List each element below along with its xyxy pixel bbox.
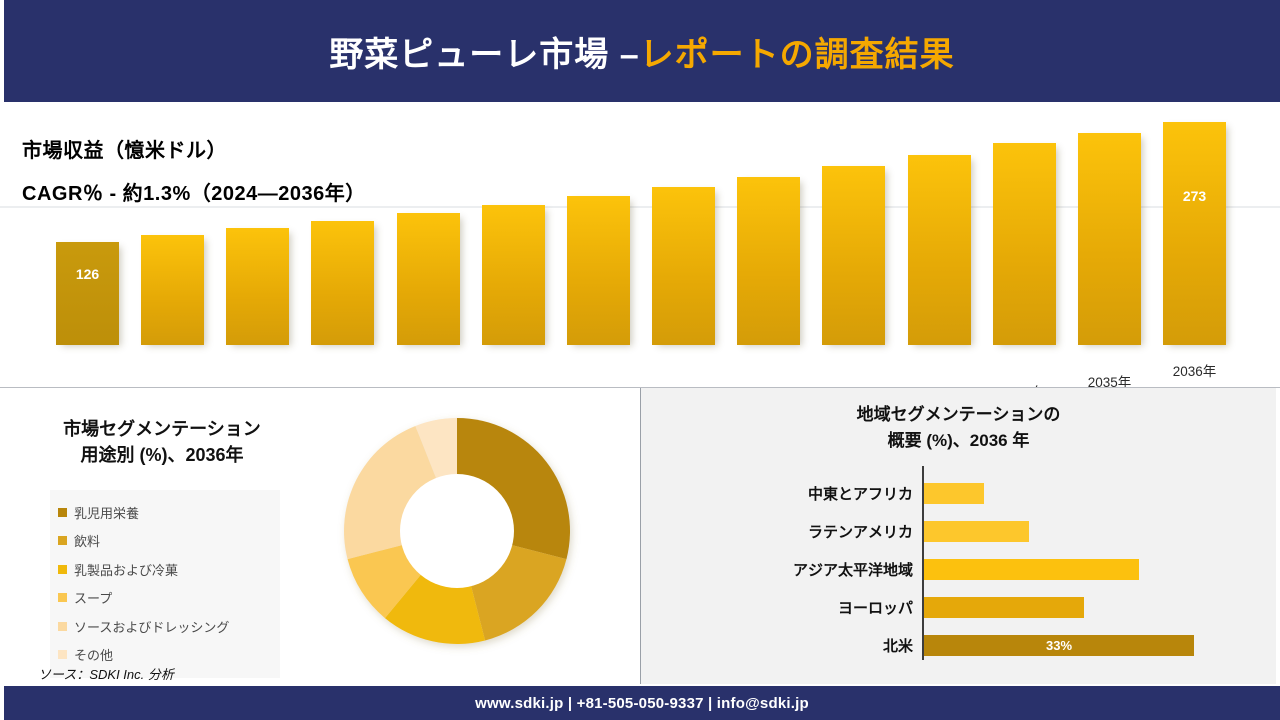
revenue-bar [311,221,374,345]
segmentation-title-line1: 市場セグメンテーション [63,419,261,439]
revenue-bar-column: 2034年 [993,143,1056,400]
legend-item[interactable]: 乳児用栄養 [58,498,274,527]
regional-row: ラテンアメリカ [641,512,1276,550]
donut-hole [400,474,514,588]
legend-swatch-icon [58,593,67,603]
legend-item[interactable]: 飲料 [58,527,274,556]
header-underline [0,206,1280,208]
regional-title-line1: 地域セグメンテーションの [856,405,1061,424]
regional-bars-plot: 中東とアフリカ ラテンアメリカアジア太平洋地域ヨーロッパ北米 33% [641,466,1276,666]
page-title-accent: レポートの調査結果 [639,35,955,74]
legend-swatch-icon [58,536,67,546]
revenue-bar [737,177,800,345]
regional-row-label: 北米 [882,637,913,655]
revenue-bar [652,187,715,345]
revenue-bar-label: 2035年 [1087,375,1132,390]
revenue-bar [567,196,630,345]
legend-item[interactable]: 乳製品および冷菓 [58,555,274,584]
regional-row-label: ラテンアメリカ [807,523,913,541]
segmentation-title: 市場セグメンテーション 用途別 (%)、2036年 [22,416,302,468]
revenue-bar-value: 273 [1182,188,1207,204]
legend-swatch-icon [58,507,67,517]
regional-bar-value: 33% [1045,637,1073,653]
revenue-bar [908,155,971,345]
segmentation-panel: 市場セグメンテーション 用途別 (%)、2036年 乳児用栄養飲料乳製品および冷… [4,388,640,684]
revenue-bar-column: 2029年 [567,196,630,453]
legend-item[interactable]: その他 [58,641,274,670]
revenue-bar-value: 126 [75,266,100,282]
revenue-bar-column: 2031年 [737,177,800,434]
regional-row: アジア太平洋地域 [641,550,1276,588]
revenue-bar-column: 2025年 [226,228,289,485]
revenue-bar-column: 2027年 [397,213,460,470]
legend-swatch-icon [58,621,67,631]
revenue-bar-column: 2024年 [141,235,204,492]
donut-chart [332,406,582,656]
legend-item-label: その他 [74,648,114,664]
legend-item-label: 飲料 [74,534,101,550]
segmentation-legend: 乳児用栄養飲料乳製品および冷菓 スープソースおよびドレッシング その他 [50,490,280,678]
revenue-bar-column: 2028年 [482,205,545,462]
donut-svg [344,418,570,645]
revenue-bar [1078,133,1141,345]
regional-title: 地域セグメンテーションの 概要 (%)、2036 年 [641,402,1276,453]
revenue-bar [822,166,885,345]
footer-contact: www.sdki.jp | +81-505-050-9337 | info@sd… [475,694,809,712]
legend-item-label: ソースおよびドレッシング [74,619,230,635]
segmentation-title-line2: 用途別 (%)、2036年 [80,445,244,466]
revenue-bar-column: 273 2036年 [1163,122,1226,379]
regional-title-line2: 概要 (%)、2036 年 [887,430,1030,450]
revenue-bar [226,228,289,345]
legend-item[interactable]: ソースおよびドレッシング [58,612,274,641]
revenue-chart-section: 市場収益（憶米ドル） CAGR％ - 約1.3%（2024―2036年） 126… [0,102,1280,499]
revenue-bar-column: 2026年 [311,221,374,478]
legend-item[interactable]: スープ [58,584,274,613]
footer-banner: www.sdki.jp | +81-505-050-9337 | info@sd… [4,686,1280,720]
revenue-bar: 273 [1163,122,1226,345]
legend-item-label: 乳児用栄養 [74,505,140,521]
legend-swatch-icon [58,564,67,574]
kpi-block: 市場収益（憶米ドル） CAGR％ - 約1.3%（2024―2036年） [22,134,366,206]
cagr-label: CAGR％ - 約1.3%（2024―2036年） [22,183,366,205]
revenue-label: 市場収益（憶米ドル） [22,140,227,162]
revenue-bar-column: 2033年 [908,155,971,412]
legend-item-label: スープ [74,591,113,607]
revenue-bar-column: 2030年 [652,187,715,444]
revenue-bars-wrap: 1262023年 2024年 2025年 2026年 2027年 2028年 2029年 20… [56,112,1226,499]
revenue-bars-plot: 1262023年 2024年 2025年 2026年 2027年 2028年 2029年 20… [56,112,1226,499]
revenue-bar [482,205,545,345]
regional-bar[interactable] [924,596,1084,618]
panel-top-divider [0,387,1280,388]
regional-row: 北米 33% [641,626,1276,664]
regional-bar[interactable] [924,558,1139,580]
regional-row-label: 中東とアフリカ [807,485,913,503]
regional-row: 中東とアフリカ [641,474,1276,512]
revenue-bar-column: 1262023年 [56,242,119,499]
revenue-bar: 126 [56,242,119,345]
regional-bar[interactable] [924,520,1029,542]
revenue-bar-label: 2036年 [1172,364,1217,379]
revenue-bar [397,213,460,345]
regional-axis-line [922,466,924,660]
regional-bar[interactable]: 33% [924,634,1194,656]
page-title-main: 野菜ピューレ市場 – [329,35,640,74]
revenue-bar [141,235,204,345]
legend-swatch-icon [58,650,67,660]
bottom-panels: 市場セグメンテーション 用途別 (%)、2036年 乳児用栄養飲料乳製品および冷… [0,387,1280,684]
regional-row-label: アジア太平洋地域 [792,561,913,579]
revenue-bar [993,143,1056,345]
revenue-bar-column: 2035年 [1078,133,1141,390]
regional-bar[interactable] [924,482,984,504]
source-note: ソース：SDKI Inc. 分析 [38,667,174,682]
regional-row-label: ヨーロッパ [837,599,913,617]
revenue-bar-column: 2032年 [822,166,885,423]
regional-panel: 地域セグメンテーションの 概要 (%)、2036 年 中東とアフリカ ラテンアメリ… [641,388,1276,684]
panel-vertical-divider [640,388,641,684]
header-banner: 野菜ピューレ市場 –レポートの調査結果 [4,0,1280,102]
regional-row: ヨーロッパ [641,588,1276,626]
page-title: 野菜ピューレ市場 –レポートの調査結果 [329,27,954,76]
legend-item-label: 乳製品および冷菓 [74,562,179,578]
